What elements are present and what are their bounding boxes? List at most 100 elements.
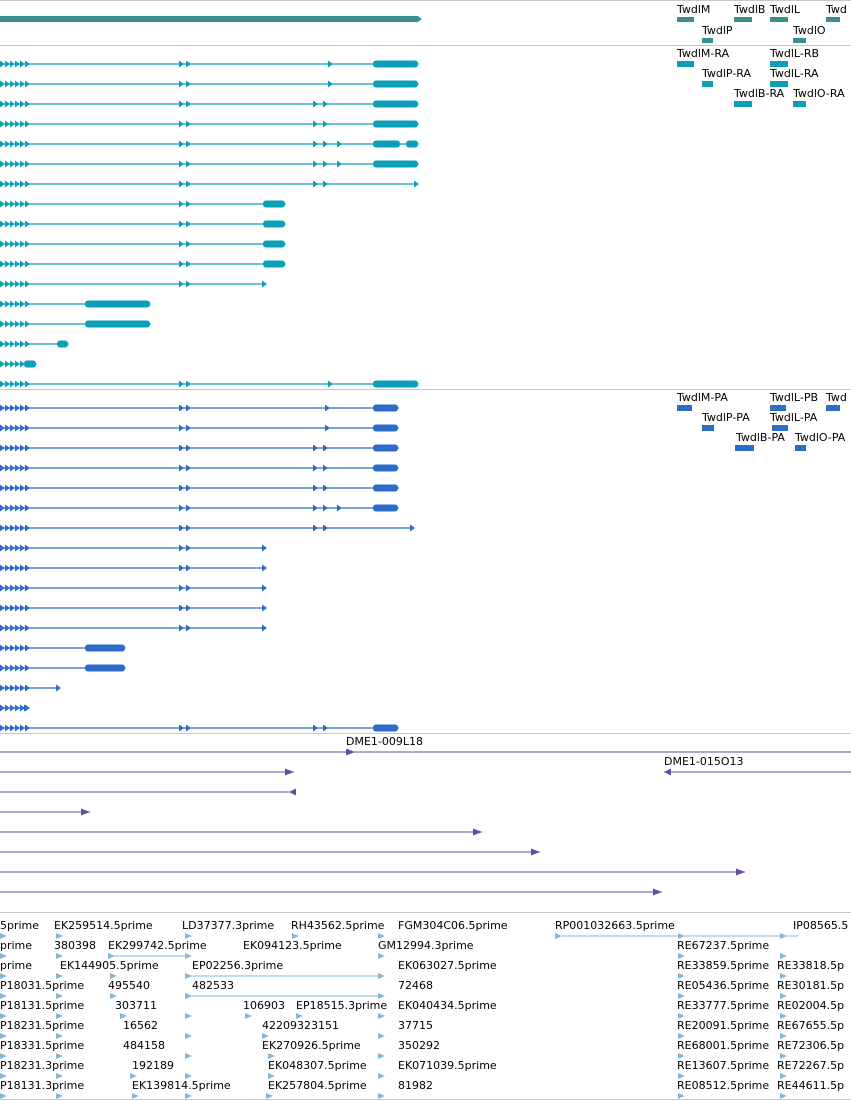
est-feature[interactable] — [0, 973, 7, 979]
transcript-label[interactable]: TwdlM-RA — [676, 47, 730, 60]
est-label[interactable]: 16562 — [123, 1019, 158, 1032]
gene-glyph[interactable] — [702, 38, 713, 43]
transcript-label[interactable]: TwdlL-RA — [769, 67, 819, 80]
protein-glyph[interactable] — [826, 405, 840, 411]
est-label[interactable]: LD37377.3prime — [182, 919, 274, 932]
protein-glyph[interactable] — [702, 425, 714, 431]
clone-row[interactable] — [0, 828, 482, 836]
est-feature[interactable] — [0, 933, 7, 939]
est-feature[interactable] — [130, 1073, 137, 1079]
est-feature[interactable] — [378, 1073, 385, 1079]
est-feature[interactable] — [56, 1033, 63, 1039]
clone-row[interactable] — [0, 808, 90, 816]
est-feature[interactable] — [378, 1093, 385, 1099]
est-feature[interactable] — [56, 1073, 63, 1079]
feature-row[interactable] — [0, 684, 61, 692]
protein-track[interactable] — [0, 404, 840, 732]
est-feature[interactable] — [678, 1093, 685, 1099]
gene-track[interactable] — [0, 15, 840, 44]
protein-glyph[interactable] — [770, 405, 786, 411]
est-label[interactable]: RE44611.5p — [777, 1079, 844, 1092]
est-label[interactable]: EK299742.5prime — [108, 939, 207, 952]
est-feature[interactable] — [0, 1053, 7, 1059]
est-feature[interactable] — [56, 1053, 63, 1059]
est-feature[interactable] — [262, 1033, 269, 1039]
transcript-glyph[interactable] — [702, 81, 713, 87]
feature-row[interactable] — [0, 100, 419, 108]
est-label[interactable]: RE68001.5prime — [677, 1039, 769, 1052]
clone-row[interactable] — [664, 768, 851, 776]
est-label[interactable]: prime — [0, 959, 32, 972]
protein-label[interactable]: TwdlL-PA — [769, 411, 818, 424]
feature-row[interactable] — [0, 604, 267, 612]
est-label[interactable]: 350292 — [398, 1039, 440, 1052]
clone-row[interactable] — [0, 768, 294, 776]
est-label[interactable]: 81982 — [398, 1079, 433, 1092]
est-label[interactable]: 484158 — [123, 1039, 165, 1052]
transcript-label[interactable]: TwdlB-RA — [733, 87, 785, 100]
est-feature[interactable] — [185, 953, 192, 959]
est-feature[interactable] — [378, 1013, 385, 1019]
est-label[interactable]: prime — [0, 939, 32, 952]
feature-row[interactable] — [0, 320, 151, 328]
feature-row[interactable] — [0, 220, 286, 228]
est-label[interactable]: P18131.3prime — [0, 1079, 84, 1092]
est-feature[interactable] — [185, 1033, 192, 1039]
transcript-label[interactable]: TwdlO-RA — [792, 87, 845, 100]
protein-glyph[interactable] — [735, 445, 754, 451]
est-feature[interactable] — [378, 973, 385, 979]
gene-body[interactable] — [0, 16, 418, 22]
est-feature[interactable] — [185, 1013, 192, 1019]
feature-row[interactable] — [0, 360, 37, 368]
est-feature[interactable] — [185, 993, 378, 999]
transcript-label[interactable]: TwdlP-RA — [701, 67, 751, 80]
gene-label[interactable]: TwdlM — [676, 3, 710, 16]
est-label[interactable]: RP001032663.5prime — [555, 919, 675, 932]
feature-row[interactable] — [0, 280, 267, 288]
protein-label[interactable]: TwdlL-PB — [769, 391, 818, 404]
protein-glyph[interactable] — [677, 405, 692, 411]
est-feature[interactable] — [378, 953, 385, 959]
est-label[interactable]: EK063027.5prime — [398, 959, 497, 972]
est-label[interactable]: RE30181.5p — [777, 979, 844, 992]
est-label[interactable]: 5prime — [0, 919, 39, 932]
protein-glyph[interactable] — [772, 425, 788, 431]
gene-glyph[interactable] — [793, 38, 806, 43]
est-label[interactable]: P18331.5prime — [0, 1039, 84, 1052]
est-label[interactable]: EK094123.5prime — [243, 939, 342, 952]
est-label[interactable]: RE20091.5prime — [677, 1019, 769, 1032]
est-label[interactable]: 192189 — [132, 1059, 174, 1072]
feature-row[interactable] — [0, 424, 399, 432]
est-feature[interactable] — [56, 973, 63, 979]
gene-glyph[interactable] — [677, 17, 694, 22]
est-feature[interactable] — [678, 1013, 685, 1019]
est-label[interactable]: P18131.5prime — [0, 999, 84, 1012]
est-feature[interactable] — [378, 1053, 385, 1059]
transcript-glyph[interactable] — [770, 81, 788, 87]
est-label[interactable]: FGM304C06.5prime — [398, 919, 508, 932]
est-feature[interactable] — [780, 953, 787, 959]
est-feature[interactable] — [56, 1093, 63, 1099]
est-label[interactable]: RE13607.5prime — [677, 1059, 769, 1072]
est-label[interactable]: RE72267.5p — [777, 1059, 844, 1072]
feature-row[interactable] — [0, 120, 419, 128]
feature-row[interactable] — [0, 484, 399, 492]
est-feature[interactable] — [185, 1093, 192, 1099]
est-label[interactable]: 72468 — [398, 979, 433, 992]
est-label[interactable]: 482533 — [192, 979, 234, 992]
feature-row[interactable] — [0, 80, 419, 88]
est-feature[interactable] — [0, 1033, 7, 1039]
est-label[interactable]: EP18515.3prime — [296, 999, 387, 1012]
est-feature[interactable] — [378, 993, 385, 999]
est-feature[interactable] — [292, 933, 299, 939]
protein-label[interactable]: TwdlM-PA — [676, 391, 728, 404]
est-feature[interactable] — [678, 1073, 685, 1079]
est-feature[interactable] — [110, 973, 117, 979]
est-label[interactable]: 42209323151 — [262, 1019, 339, 1032]
est-feature[interactable] — [185, 933, 192, 939]
clone-row[interactable] — [0, 748, 851, 756]
est-feature[interactable] — [56, 933, 63, 939]
est-feature[interactable] — [268, 1053, 275, 1059]
feature-row[interactable] — [0, 200, 286, 208]
feature-row[interactable] — [0, 140, 419, 148]
